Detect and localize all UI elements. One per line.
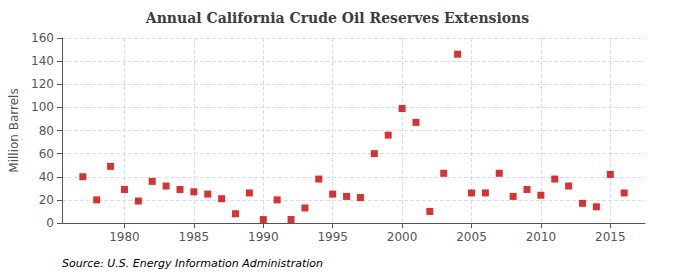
svg-text:120: 120 bbox=[31, 77, 54, 91]
svg-text:0: 0 bbox=[46, 216, 54, 230]
svg-text:1985: 1985 bbox=[179, 230, 210, 244]
svg-text:2015: 2015 bbox=[595, 230, 626, 244]
svg-text:Source: U.S. Energy Informatio: Source: U.S. Energy Information Administ… bbox=[62, 257, 323, 270]
svg-text:20: 20 bbox=[39, 193, 54, 207]
svg-text:1980: 1980 bbox=[109, 230, 140, 244]
svg-text:1995: 1995 bbox=[317, 230, 348, 244]
svg-text:100: 100 bbox=[31, 100, 54, 114]
svg-text:2010: 2010 bbox=[526, 230, 557, 244]
svg-text:1990: 1990 bbox=[248, 230, 279, 244]
svg-text:140: 140 bbox=[31, 54, 54, 68]
svg-text:2000: 2000 bbox=[387, 230, 418, 244]
svg-text:40: 40 bbox=[39, 170, 54, 184]
svg-text:Million Barrels: Million Barrels bbox=[7, 88, 21, 172]
svg-text:2005: 2005 bbox=[456, 230, 487, 244]
svg-text:Annual California Crude Oil Re: Annual California Crude Oil Reserves Ext… bbox=[145, 10, 529, 26]
svg-text:160: 160 bbox=[31, 31, 54, 45]
svg-text:60: 60 bbox=[39, 147, 54, 161]
svg-text:80: 80 bbox=[39, 124, 54, 138]
